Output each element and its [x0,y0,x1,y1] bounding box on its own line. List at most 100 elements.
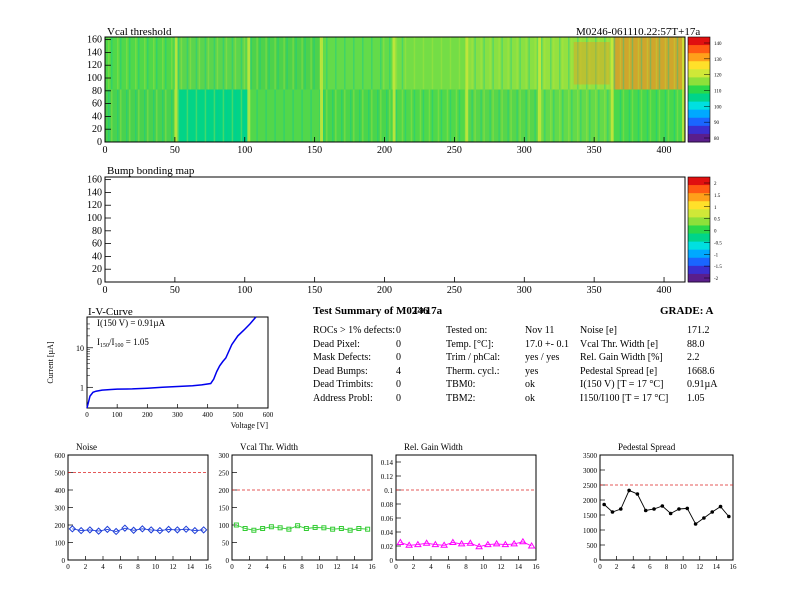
pixel-column [335,37,337,90]
pixel-column [431,89,434,142]
chart-title: Noise [76,442,97,452]
summary-label: Vcal Thr. Width [e] [580,338,659,350]
iv-annot-ratio-part: /I [109,337,115,347]
pixel-column [401,37,404,90]
pixel-column [243,37,246,90]
y-tick-label: 140 [87,47,102,58]
x-tick-label: 100 [237,285,252,296]
pixel-column [534,89,536,142]
y-tick-label: 1500 [583,512,598,520]
data-point [94,527,103,535]
data-point [652,507,656,511]
data-point [295,523,301,529]
iv-x-tick-label: 500 [233,411,244,419]
roc-block [395,37,469,90]
pixel-column [162,89,164,142]
pixel-column [428,89,431,142]
color-scale-step [688,69,710,78]
pixel-column [213,37,216,90]
scale-tick-label: -1 [714,253,719,258]
color-scale-step [688,233,710,243]
pixel-column [492,89,494,142]
data-point [413,540,422,548]
x-tick-label: 6 [447,563,451,571]
data-point [138,525,147,533]
data-point [702,516,706,520]
pixel-column [310,89,312,142]
y-tick-label: 300 [55,505,66,513]
summary-label: Pedestal Spread [e] [580,365,658,377]
pixel-column [286,37,288,90]
data-point [365,526,371,532]
x-tick-label: 14 [713,563,721,571]
pixel-column [507,37,509,90]
y-tick-label: 0 [226,557,230,565]
pixel-column [589,89,591,142]
pixel-column [507,89,509,142]
pixel-column [144,37,146,90]
pixel-column [117,37,119,90]
pixel-column [313,37,315,90]
roc-edge [610,89,614,142]
color-scale-step [688,61,710,70]
iv-annot-ratio: I150/I100 = 1.05 [97,337,149,349]
pixel-column [673,37,676,90]
y-tick-label: 140 [87,187,102,198]
iv-x-tick-label: 100 [112,411,123,419]
summary-value: yes / yes [525,352,560,364]
pixel-column [471,89,473,142]
pixel-column [528,89,530,142]
pixel-column [153,89,155,142]
iv-annot-ratio-part: 100 [115,343,124,349]
data-point [321,525,327,531]
pixel-column [673,89,676,142]
pixel-column [658,89,661,142]
x-tick-label: 8 [665,563,669,571]
color-scale-step [688,133,710,143]
hot-region [573,42,610,85]
pixel-column [637,37,640,90]
pixel-column [598,37,600,90]
x-tick-label: 14 [515,563,523,571]
x-tick-label: 400 [657,145,672,156]
data-point [112,527,120,536]
color-scale-step [688,117,710,127]
pixel-column [577,89,579,142]
roc-block [541,37,614,90]
data-point [396,538,405,545]
pixel-column [580,37,582,90]
roc-edge [465,37,469,90]
x-tick-label: 250 [447,145,462,156]
roc-edge [174,37,178,90]
y-tick-label: 80 [92,226,102,237]
pixel-column [676,89,679,142]
iv-y-tick-label: 1 [80,383,84,392]
summary-label: TBM0: [446,379,476,391]
summary-value: 88.0 [687,338,705,350]
y-tick-label: 1000 [583,527,598,535]
pixel-column [274,37,276,90]
summary-label: Temp. [°C]: [446,338,494,350]
color-scale-step [688,93,710,103]
pixel-column [449,89,452,142]
pixel-column [138,89,140,142]
summary-value: yes [525,365,539,377]
data-point [77,526,85,535]
pixel-column [198,37,201,90]
scale-tick-label: 140 [714,42,722,47]
data-point [510,539,519,547]
y-tick-label: 3500 [583,452,598,460]
grade: GRADE: A [660,305,714,317]
pixel-column [250,37,252,90]
data-point [475,542,484,550]
pixel-column [120,89,122,142]
pixel-column [277,37,279,90]
x-tick-label: 50 [170,285,180,296]
pixel-column [129,89,131,142]
pixel-column [658,37,661,90]
iv-annot-ratio-part: 150 [100,343,109,349]
x-tick-label: 400 [657,285,672,296]
summary-tag: T+17a [412,305,443,317]
pixel-column [165,37,167,90]
color-scale-step [688,257,710,267]
